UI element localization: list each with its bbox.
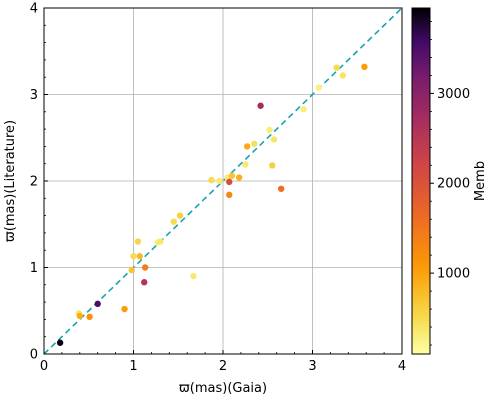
- data-point: [176, 212, 184, 219]
- data-point: [277, 185, 285, 192]
- colorbar-tick-label: 2000: [437, 177, 470, 192]
- data-point: [251, 140, 258, 148]
- data-point: [242, 161, 249, 168]
- data-point: [269, 162, 276, 169]
- data-point: [141, 279, 148, 286]
- colorbar-tick-label: 3000: [437, 87, 470, 102]
- data-point: [94, 300, 101, 308]
- reference-line: [43, 7, 403, 355]
- data-point: [300, 106, 307, 113]
- data-point: [56, 339, 64, 346]
- y-axis-label: ϖ(mas)(Literature): [3, 120, 18, 242]
- colorbar: 1000 2000 3000 Memb: [411, 7, 488, 355]
- data-point: [226, 191, 233, 199]
- colorbar-ticks: 1000 2000 3000: [430, 21, 470, 346]
- x-tick-label: 4: [398, 359, 406, 374]
- data-point: [170, 218, 177, 225]
- data-point: [361, 63, 368, 71]
- data-point: [76, 312, 84, 320]
- data-point: [243, 143, 251, 150]
- data-point: [130, 253, 137, 260]
- x-tick-label: 1: [129, 359, 137, 374]
- data-point: [235, 174, 243, 181]
- y-tick-label: 1: [30, 261, 38, 276]
- x-axis-ticks: 0 1 2 3 4: [40, 350, 406, 374]
- colorbar-label: Memb: [473, 161, 488, 201]
- data-point: [257, 102, 264, 109]
- data-point: [228, 172, 236, 180]
- data-point: [134, 238, 142, 245]
- y-tick-label: 4: [30, 2, 38, 17]
- data-point: [121, 305, 128, 313]
- data-point: [270, 136, 278, 143]
- colorbar-tick-label: 1000: [437, 267, 470, 282]
- x-tick-label: 0: [40, 359, 48, 374]
- y-axis-ticks: 0 1 2 3 4: [30, 2, 48, 363]
- one-to-one-reference-line: [43, 7, 403, 355]
- y-tick-label: 3: [30, 88, 38, 103]
- data-point: [226, 178, 233, 186]
- y-tick-label: 2: [30, 175, 38, 190]
- data-point: [208, 176, 215, 184]
- x-tick-label: 3: [308, 359, 316, 374]
- x-axis-label: ϖ(mas)(Gaia): [179, 381, 267, 396]
- x-tick-label: 2: [219, 359, 227, 374]
- data-point: [266, 126, 273, 134]
- data-point: [136, 253, 143, 260]
- y-tick-label: 0: [30, 348, 38, 363]
- data-point: [339, 72, 347, 79]
- data-point: [86, 313, 93, 321]
- data-point: [333, 64, 340, 71]
- data-point: [216, 177, 223, 185]
- data-point: [157, 238, 164, 245]
- data-point: [128, 266, 135, 274]
- data-point: [141, 264, 149, 271]
- colorbar-gradient: [411, 7, 431, 355]
- data-points: [56, 63, 368, 346]
- grid-lines: [44, 8, 402, 354]
- data-point: [190, 272, 197, 280]
- data-point: [315, 84, 322, 91]
